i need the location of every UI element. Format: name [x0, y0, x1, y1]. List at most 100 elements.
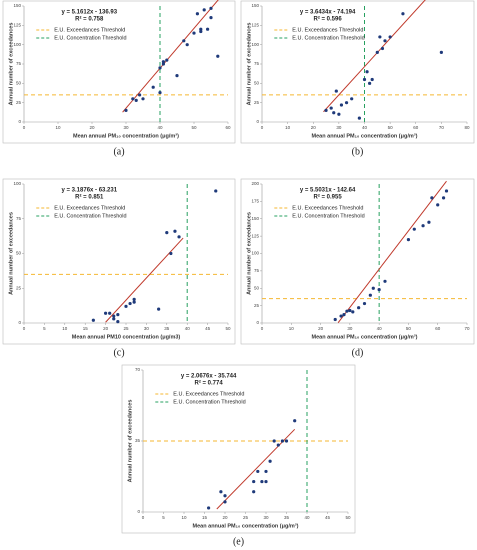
point: [124, 304, 128, 308]
point: [195, 12, 199, 16]
x-tick-label: 10: [181, 515, 187, 520]
x-tick-label: 25: [123, 326, 129, 331]
panel-frame: [240, 0, 475, 144]
x-tick-label: 10: [285, 125, 291, 130]
x-tick-label: 15: [83, 326, 89, 331]
point: [348, 308, 352, 313]
point: [368, 293, 372, 297]
x-tick-label: 30: [336, 125, 342, 130]
point: [375, 50, 379, 55]
point: [219, 490, 223, 494]
y-tick-label: 0: [256, 119, 259, 124]
point: [377, 288, 381, 292]
x-tick-label: 30: [347, 326, 353, 331]
x-tick-label: 20: [103, 326, 109, 331]
y-tick-label: 35: [135, 438, 141, 443]
y-tick-label: 75: [254, 268, 260, 273]
point: [206, 27, 210, 31]
legend-label: E.U. Concentration Threshold: [292, 35, 364, 41]
y-tick-label: 200: [251, 181, 259, 186]
point: [108, 311, 112, 315]
legend-label: E.U. Concentration Threshold: [173, 399, 245, 405]
point: [345, 309, 349, 313]
panel: 0 10 20 30 40 50 60 70 80 0 25 50 75 100 125 150 Mean an…: [240, 0, 475, 157]
x-tick-label: 50: [225, 326, 231, 331]
panel-frame: [240, 178, 475, 345]
point: [132, 297, 136, 301]
x-tick-label: 60: [435, 326, 441, 331]
panel: 0 10 20 30 40 50 60 0 25 50 75 100 125 150 Mean annual…: [2, 0, 236, 157]
y-tick-label: 70: [135, 367, 141, 372]
point: [334, 89, 338, 93]
y-tick-label: 50: [16, 251, 22, 256]
x-tick-label: 70: [464, 326, 470, 331]
point: [161, 60, 165, 64]
point: [362, 301, 367, 306]
x-tick-label: 30: [144, 326, 150, 331]
point: [165, 58, 169, 62]
y-tick-label: 50: [254, 285, 260, 290]
x-tick-label: 60: [225, 125, 231, 130]
x-tick-label: 30: [123, 125, 129, 130]
x-tick-label: 70: [439, 125, 445, 130]
point: [368, 81, 372, 85]
caption: (c): [113, 347, 124, 358]
panel-frame: [2, 178, 236, 345]
equation: y = 3.1876x - 63.231: [62, 188, 118, 194]
point: [256, 469, 260, 474]
point: [132, 300, 136, 304]
point: [161, 62, 165, 66]
x-tick-label: 0: [261, 125, 264, 130]
point: [421, 224, 425, 228]
x-tick-label: 50: [388, 125, 394, 130]
x-tick-label: 60: [413, 125, 419, 130]
point: [192, 31, 196, 35]
x-tick-label: 45: [205, 326, 211, 331]
y-axis-title: Annual number of exceedances: [246, 23, 252, 106]
panel: 0 10 20 30 40 50 60 70 0 25 50 75 100 125 150 175 200 Mea…: [240, 178, 475, 358]
point: [141, 97, 145, 101]
x-tick-label: 40: [157, 125, 163, 130]
point: [371, 286, 375, 290]
equation: y = 2.0676x - 35.744: [181, 374, 237, 380]
point: [357, 116, 361, 120]
point: [91, 318, 95, 322]
point: [332, 111, 336, 115]
trendline: [122, 0, 219, 113]
point: [138, 93, 142, 97]
legend-label: E.U. Concentration Threshold: [54, 213, 126, 219]
point: [284, 439, 289, 443]
legend-label: E.U. Concentration Threshold: [292, 213, 364, 219]
y-tick-label: 75: [254, 61, 260, 66]
x-tick-label: 5: [43, 326, 46, 331]
point: [112, 317, 116, 321]
point: [165, 231, 169, 235]
point: [116, 313, 120, 317]
point: [412, 227, 416, 231]
point: [252, 479, 256, 484]
panel-frame: [2, 0, 236, 144]
point: [339, 103, 344, 107]
x-tick-label: 20: [222, 515, 228, 520]
x-tick-label: 0: [23, 326, 26, 331]
x-tick-label: 20: [318, 326, 324, 331]
point: [351, 310, 355, 314]
y-tick-label: 100: [251, 42, 259, 47]
equation: y = 5.5031x - 142.64: [300, 188, 356, 194]
point: [207, 506, 211, 510]
panel: 0 5 10 15 20 25 30 35 40 45 50 0 25 50 75 100 Mean annua…: [2, 178, 236, 358]
x-tick-label: 10: [62, 326, 68, 331]
x-tick-label: 40: [185, 326, 191, 331]
point: [406, 238, 411, 242]
trendline: [105, 237, 184, 323]
point: [151, 85, 155, 89]
y-tick-label: 125: [251, 233, 259, 238]
point: [177, 235, 181, 239]
trendline: [216, 428, 296, 510]
point: [223, 494, 227, 498]
x-axis-title: Mean annual PM10 concentration (μg/m3): [72, 334, 181, 340]
point: [329, 106, 333, 110]
r-squared: R² = 0.955: [314, 194, 343, 201]
point: [427, 220, 431, 224]
